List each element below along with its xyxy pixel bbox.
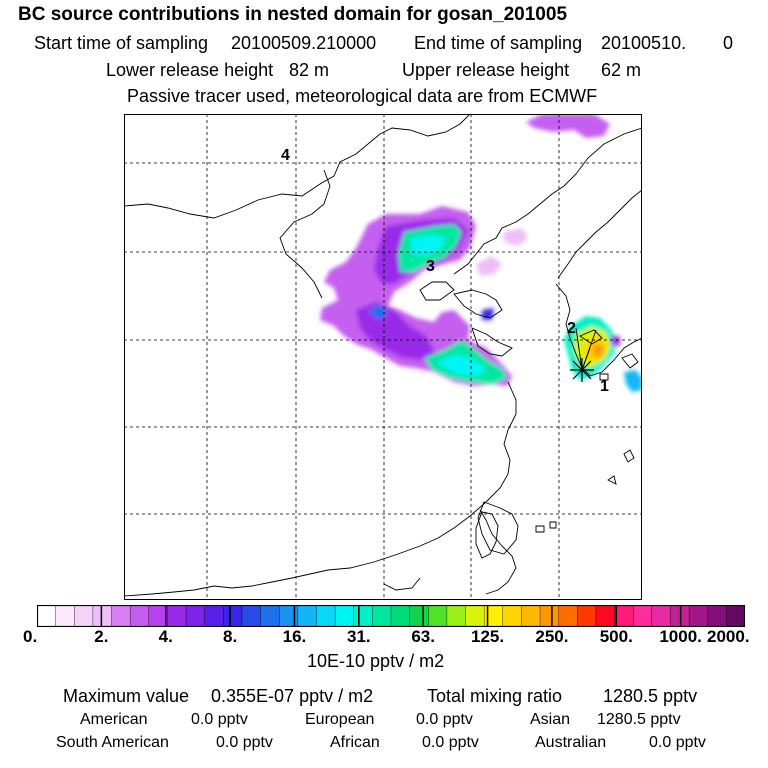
color-scale-tick-label: 250. — [535, 627, 569, 646]
color-scale-cell — [92, 605, 113, 627]
source-contribution-map: 1 2 3 4 — [124, 114, 642, 600]
coastlines — [124, 114, 642, 597]
upper-height-value: 62 m — [601, 60, 642, 80]
color-scale-cell — [372, 605, 392, 627]
color-scale-cell — [334, 605, 355, 627]
map-title: BC source contributions in nested domain… — [18, 4, 568, 25]
color-scale-cell — [558, 605, 579, 627]
color-scale-cell — [688, 605, 709, 627]
color-scale-cell — [595, 605, 616, 627]
total-mixing-ratio-label: Total mixing ratio — [427, 686, 563, 706]
asian-value: 1280.5 pptv — [597, 711, 681, 728]
lat-lon-grid — [124, 114, 642, 600]
european-value: 0.0 pptv — [416, 711, 473, 728]
map-background — [124, 114, 642, 600]
color-scale-tick-label: 16. — [282, 627, 307, 646]
color-scale-tick-label: 0. — [23, 627, 38, 646]
color-scale-tick-label: 4. — [158, 627, 173, 646]
color-scale-cell — [241, 605, 262, 627]
color-scale-tick-label: 31. — [346, 627, 371, 646]
marker-3: 3 — [426, 258, 435, 275]
color-scale-cell — [167, 605, 187, 627]
end-time-suffix: 0 — [723, 33, 734, 53]
color-scale-bar — [37, 605, 745, 627]
color-scale-cell — [726, 605, 745, 627]
color-scale-cell — [409, 605, 430, 627]
color-scale-cell — [353, 605, 374, 627]
color-scale-cell — [428, 605, 448, 627]
end-time-label: End time of sampling — [414, 33, 583, 53]
tracer-note: Passive tracer used, meteorological data… — [127, 86, 598, 106]
color-scale-cell — [390, 605, 411, 627]
european-label: European — [305, 711, 375, 728]
color-scale-cell — [633, 605, 653, 627]
trajectory-lines — [575, 327, 597, 371]
color-scale-tick-label: 500. — [599, 627, 633, 646]
south-american-label: South American — [56, 734, 169, 751]
color-scale-cell — [316, 605, 336, 627]
max-value-label: Maximum value — [63, 686, 190, 706]
color-scale-cell — [111, 605, 131, 627]
taiwan-outline — [475, 511, 499, 559]
australian-label: Australian — [535, 734, 607, 751]
american-value: 0.0 pptv — [191, 711, 248, 728]
color-scale-tick-label: 63. — [411, 627, 435, 646]
color-scale-units: 10E-10 pptv / m2 — [307, 651, 445, 671]
color-scale-cell — [185, 605, 206, 627]
asian-label: Asian — [530, 711, 571, 728]
color-scale-cell — [502, 605, 523, 627]
color-scale-tick-label: 1000. — [659, 627, 702, 646]
color-scale-tick-label: 2000. — [707, 627, 750, 646]
lower-height-label: Lower release height — [106, 60, 274, 80]
color-scale-cell — [539, 605, 560, 627]
start-time-value: 20100509.210000 — [231, 33, 377, 53]
color-scale-cell — [260, 605, 281, 627]
color-scale-tick-label: 2. — [94, 627, 109, 646]
color-scale-tick-label: 8. — [222, 627, 238, 646]
color-scale-cell — [521, 605, 541, 627]
color-scale-cell — [223, 605, 243, 627]
color-scale-cell — [651, 605, 672, 627]
marker-4: 4 — [281, 147, 290, 164]
color-scale-cell — [297, 605, 318, 627]
color-scale-cell — [55, 605, 76, 627]
color-scale-cell — [279, 605, 299, 627]
american-label: American — [80, 711, 148, 728]
marker-1: 1 — [600, 378, 609, 395]
start-time-label: Start time of sampling — [34, 33, 209, 53]
african-label: African — [330, 734, 380, 751]
color-scale-cell — [446, 605, 467, 627]
australian-value: 0.0 pptv — [649, 734, 706, 751]
color-scale-cell — [74, 605, 94, 627]
map-frame — [124, 114, 642, 600]
max-value: 0.355E-07 pptv / m2 — [211, 686, 374, 706]
total-mixing-ratio-value: 1280.5 pptv — [603, 686, 698, 706]
south-american-value: 0.0 pptv — [216, 734, 273, 751]
upper-height-label: Upper release height — [402, 60, 570, 80]
color-scale-cell — [707, 605, 728, 627]
color-scale-cell — [37, 605, 57, 627]
color-scale-cell — [204, 605, 225, 627]
color-scale-tick-label: 125. — [470, 627, 505, 646]
color-scale-cell — [614, 605, 635, 627]
african-value: 0.0 pptv — [422, 734, 479, 751]
lower-height-value: 82 m — [289, 60, 330, 80]
end-time-value: 20100510. — [601, 33, 687, 53]
color-scale-cell — [465, 605, 485, 627]
color-scale-cell — [129, 605, 150, 627]
marker-2: 2 — [567, 320, 576, 337]
color-scale-cell — [577, 605, 597, 627]
concentration-field — [320, 114, 642, 392]
